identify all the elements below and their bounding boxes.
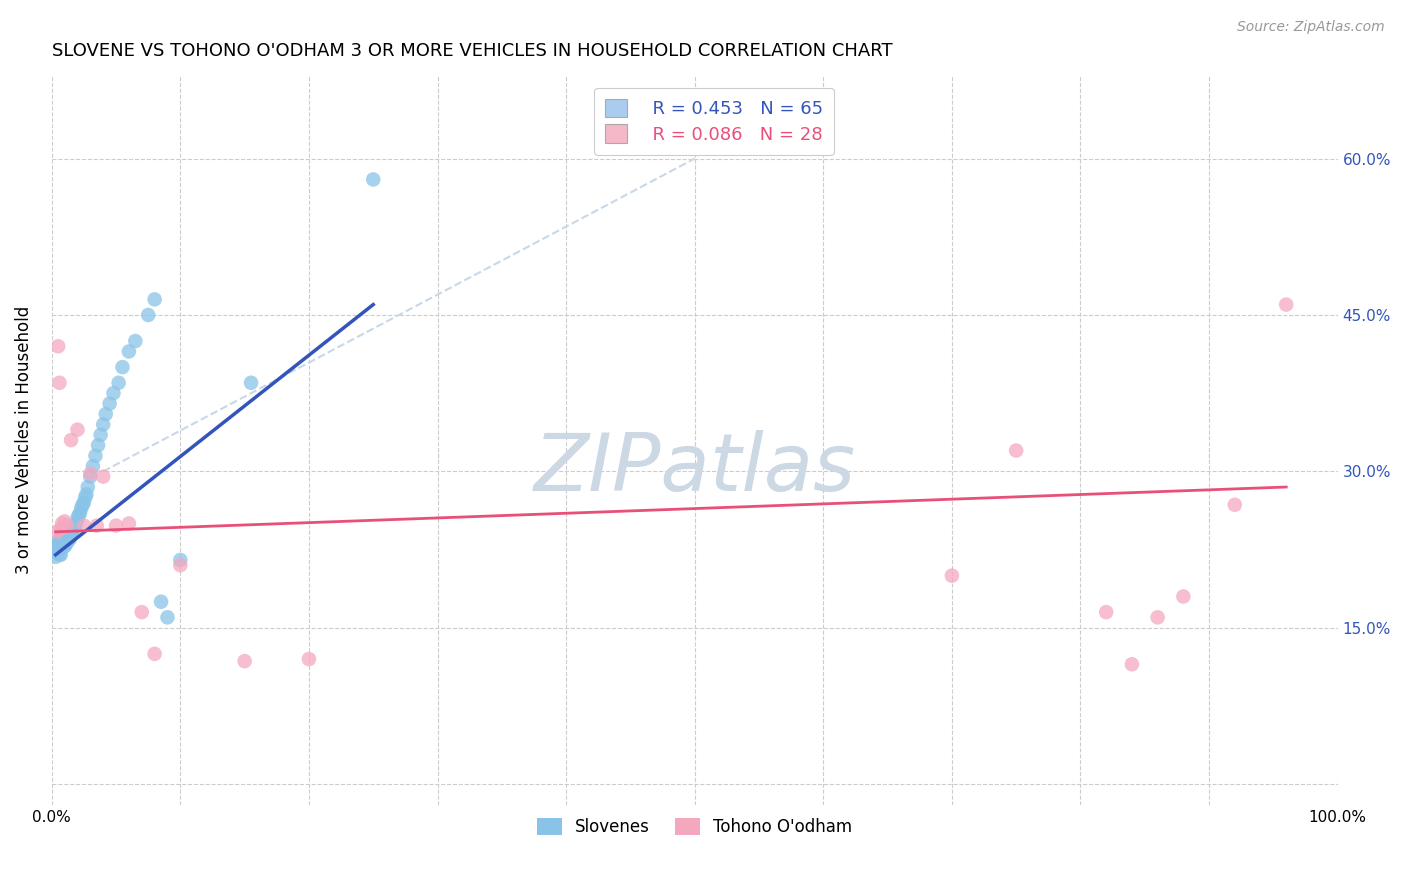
Point bbox=[118, 516, 141, 531]
Point bbox=[361, 172, 384, 186]
Point bbox=[46, 540, 69, 554]
Point bbox=[59, 524, 82, 539]
Point bbox=[46, 535, 69, 549]
Point bbox=[46, 339, 69, 353]
Point bbox=[87, 438, 110, 452]
Point bbox=[76, 480, 98, 494]
Point bbox=[1005, 443, 1028, 458]
Point bbox=[75, 491, 97, 505]
Point bbox=[69, 506, 91, 520]
Point bbox=[49, 529, 72, 543]
Point bbox=[103, 386, 125, 401]
Point bbox=[56, 529, 79, 543]
Point bbox=[90, 428, 112, 442]
Point bbox=[56, 535, 79, 549]
Point bbox=[59, 532, 82, 546]
Point bbox=[240, 376, 263, 390]
Point bbox=[73, 496, 96, 510]
Point bbox=[60, 524, 83, 539]
Point bbox=[66, 511, 89, 525]
Point bbox=[60, 527, 83, 541]
Point bbox=[48, 535, 70, 549]
Point bbox=[52, 529, 75, 543]
Text: Source: ZipAtlas.com: Source: ZipAtlas.com bbox=[1237, 20, 1385, 34]
Point bbox=[51, 527, 73, 541]
Point bbox=[1173, 590, 1195, 604]
Point bbox=[79, 469, 101, 483]
Point bbox=[124, 334, 146, 348]
Point bbox=[98, 396, 121, 410]
Point bbox=[45, 537, 67, 551]
Point bbox=[1095, 605, 1118, 619]
Point bbox=[91, 469, 114, 483]
Point bbox=[136, 308, 159, 322]
Point bbox=[1146, 610, 1168, 624]
Point bbox=[55, 529, 77, 543]
Point bbox=[49, 548, 72, 562]
Point bbox=[45, 546, 67, 560]
Point bbox=[94, 407, 117, 421]
Point bbox=[52, 535, 75, 549]
Y-axis label: 3 or more Vehicles in Household: 3 or more Vehicles in Household bbox=[15, 306, 32, 574]
Point bbox=[1275, 297, 1298, 311]
Point bbox=[79, 467, 101, 481]
Point bbox=[45, 542, 67, 557]
Point bbox=[143, 293, 166, 307]
Point bbox=[1223, 498, 1246, 512]
Point bbox=[48, 542, 70, 557]
Point bbox=[66, 423, 89, 437]
Point bbox=[131, 605, 153, 619]
Point bbox=[143, 647, 166, 661]
Point bbox=[53, 540, 76, 554]
Point bbox=[53, 515, 76, 529]
Point bbox=[86, 518, 108, 533]
Point bbox=[51, 516, 73, 531]
Point bbox=[49, 522, 72, 536]
Point bbox=[76, 487, 98, 501]
Point bbox=[65, 516, 87, 531]
Point bbox=[46, 542, 69, 557]
Point bbox=[52, 540, 75, 554]
Point bbox=[58, 527, 80, 541]
Point bbox=[156, 610, 179, 624]
Point bbox=[169, 558, 191, 573]
Point bbox=[73, 518, 96, 533]
Point bbox=[51, 540, 73, 554]
Point bbox=[53, 524, 76, 539]
Point bbox=[118, 344, 141, 359]
Point bbox=[72, 498, 94, 512]
Text: SLOVENE VS TOHONO O'ODHAM 3 OR MORE VEHICLES IN HOUSEHOLD CORRELATION CHART: SLOVENE VS TOHONO O'ODHAM 3 OR MORE VEHI… bbox=[52, 42, 893, 60]
Point bbox=[48, 540, 70, 554]
Point bbox=[63, 518, 86, 533]
Text: ZIPatlas: ZIPatlas bbox=[534, 430, 856, 508]
Point bbox=[91, 417, 114, 432]
Point bbox=[111, 360, 134, 375]
Point bbox=[150, 595, 173, 609]
Point bbox=[48, 548, 70, 562]
Point bbox=[60, 433, 83, 447]
Point bbox=[67, 508, 90, 523]
Point bbox=[55, 537, 77, 551]
Point bbox=[941, 568, 963, 582]
Point bbox=[62, 522, 84, 536]
Point bbox=[45, 524, 67, 539]
Point bbox=[82, 459, 104, 474]
Point bbox=[1121, 657, 1143, 672]
Point bbox=[56, 518, 79, 533]
Point bbox=[298, 652, 321, 666]
Point bbox=[49, 540, 72, 554]
Point bbox=[49, 535, 72, 549]
Point bbox=[70, 500, 93, 515]
Point bbox=[45, 549, 67, 564]
Point bbox=[51, 535, 73, 549]
Point bbox=[48, 376, 70, 390]
Point bbox=[107, 376, 129, 390]
Point bbox=[53, 532, 76, 546]
Legend: Slovenes, Tohono O'odham: Slovenes, Tohono O'odham bbox=[529, 809, 860, 844]
Point bbox=[233, 654, 256, 668]
Point bbox=[169, 553, 191, 567]
Point bbox=[105, 518, 128, 533]
Point bbox=[84, 449, 107, 463]
